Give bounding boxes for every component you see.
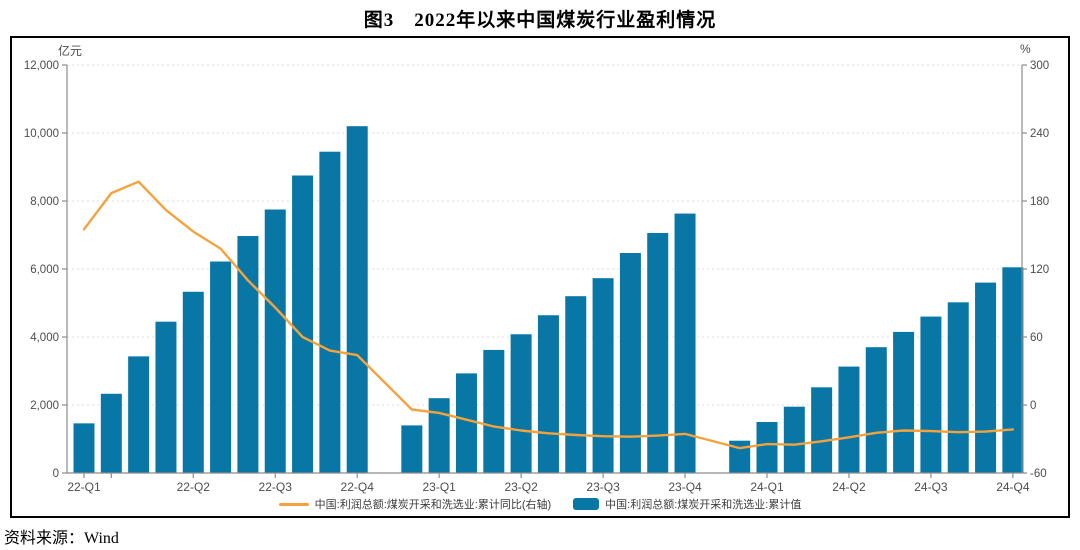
x-axis-tick-label: 23-Q1 [422,480,456,494]
bar-22-07 [210,261,232,473]
right-axis-tick-label: 180 [1030,196,1049,208]
bar-24-05 [811,387,833,473]
data-source-note: 资料来源：Wind [4,530,119,547]
bar-24-08 [893,331,915,473]
bar-22-09 [264,209,286,473]
legend-label: 中国:利润总额:煤炭开采和洗选业:累计同比(右轴) [314,499,552,511]
right-axis-tick-label: 300 [1030,60,1049,72]
left-axis-tick-label: 2,000 [30,400,59,412]
left-axis-tick-label: 10,000 [24,128,59,140]
bar-23-04 [455,373,477,473]
bar-23-12 [674,213,696,473]
x-axis-tick-label: 22-Q4 [341,480,375,494]
legend-item-profit-bar: 中国:利润总额:煤炭开采和洗选业:累计值 [573,496,801,512]
bar-24-02 [729,440,751,473]
right-axis-tick-label: 60 [1030,332,1043,344]
bar-22-11 [319,151,341,473]
bar-24-10 [947,302,969,473]
chart-title: 图3 2022年以来中国煤炭行业盈利情况 [363,10,717,31]
bar-24-03 [756,422,778,473]
legend-item-yoy-line: 中国:利润总额:煤炭开采和洗选业:累计同比(右轴) [278,496,552,512]
bar-24-12 [1002,267,1024,473]
bar-22-10 [292,175,314,473]
x-axis-tick-label: 23-Q4 [668,480,702,494]
yoy-trend-line [82,180,1015,450]
left-axis-tick-label: 0 [53,468,59,480]
x-axis-tick-label: 22-Q3 [259,480,293,494]
x-axis-tick-label: 22-Q1 [67,480,101,494]
bar-22-12 [346,126,368,473]
left-axis-tick-label: 12,000 [24,60,59,72]
bar-24-09 [920,316,942,473]
bar-22-03 [100,393,122,473]
bar-24-11 [975,282,997,473]
x-axis-tick-label: 24-Q3 [914,480,948,494]
line-series-swatch-icon [278,502,309,506]
bar-23-06 [510,334,532,473]
x-axis-tick-label: 24-Q1 [750,480,784,494]
right-axis-tick-label: 240 [1030,128,1049,140]
bar-24-04 [783,406,805,473]
left-axis-tick-label: 6,000 [30,264,59,276]
bar-23-05 [483,349,505,473]
x-axis-tick-label: 24-Q2 [832,480,866,494]
chart-frame: 亿元 % 0 2,000 4,000 6,000 8,000 10,000 12,000 -6… [10,36,1070,518]
left-axis-tick-label: 4,000 [30,332,59,344]
right-axis-tick-label: -60 [1030,468,1047,480]
chart-legend: 中国:利润总额:煤炭开采和洗选业:累计同比(右轴) 中国:利润总额:煤炭开采和洗… [12,496,1068,512]
right-axis-tick-label: 120 [1030,264,1049,276]
left-axis-unit-label: 亿元 [58,44,83,58]
bar-23-10 [619,253,641,473]
bar-22-05 [155,321,177,473]
bar-22-06 [182,291,204,473]
bar-24-06 [838,366,860,473]
bar-23-09 [592,278,614,473]
bar-23-08 [565,296,587,473]
x-axis-tick-label: 23-Q3 [586,480,620,494]
bar-23-11 [647,232,669,473]
bar-23-07 [537,315,559,473]
bar-24-07 [865,347,887,473]
bar-22-08 [237,236,259,473]
bar-22-04 [128,356,150,473]
bar-23-02 [401,425,423,473]
x-axis-tick-label: 23-Q2 [504,480,538,494]
right-axis-tick-label: 0 [1030,400,1036,412]
legend-label: 中国:利润总额:煤炭开采和洗选业:累计值 [605,499,802,511]
left-axis-tick-label: 8,000 [30,196,59,208]
bar-22-02 [73,423,95,473]
x-axis-tick-label: 24-Q4 [996,480,1030,494]
right-axis-unit-label: % [1020,42,1031,56]
bar-23-03 [428,398,450,473]
profit-chart-plot: 0 2,000 4,000 6,000 8,000 10,000 12,000 -60 0 60 1… [24,60,1049,494]
x-axis-tick-label: 22-Q2 [177,480,211,494]
bar-series-swatch-icon [573,498,600,510]
